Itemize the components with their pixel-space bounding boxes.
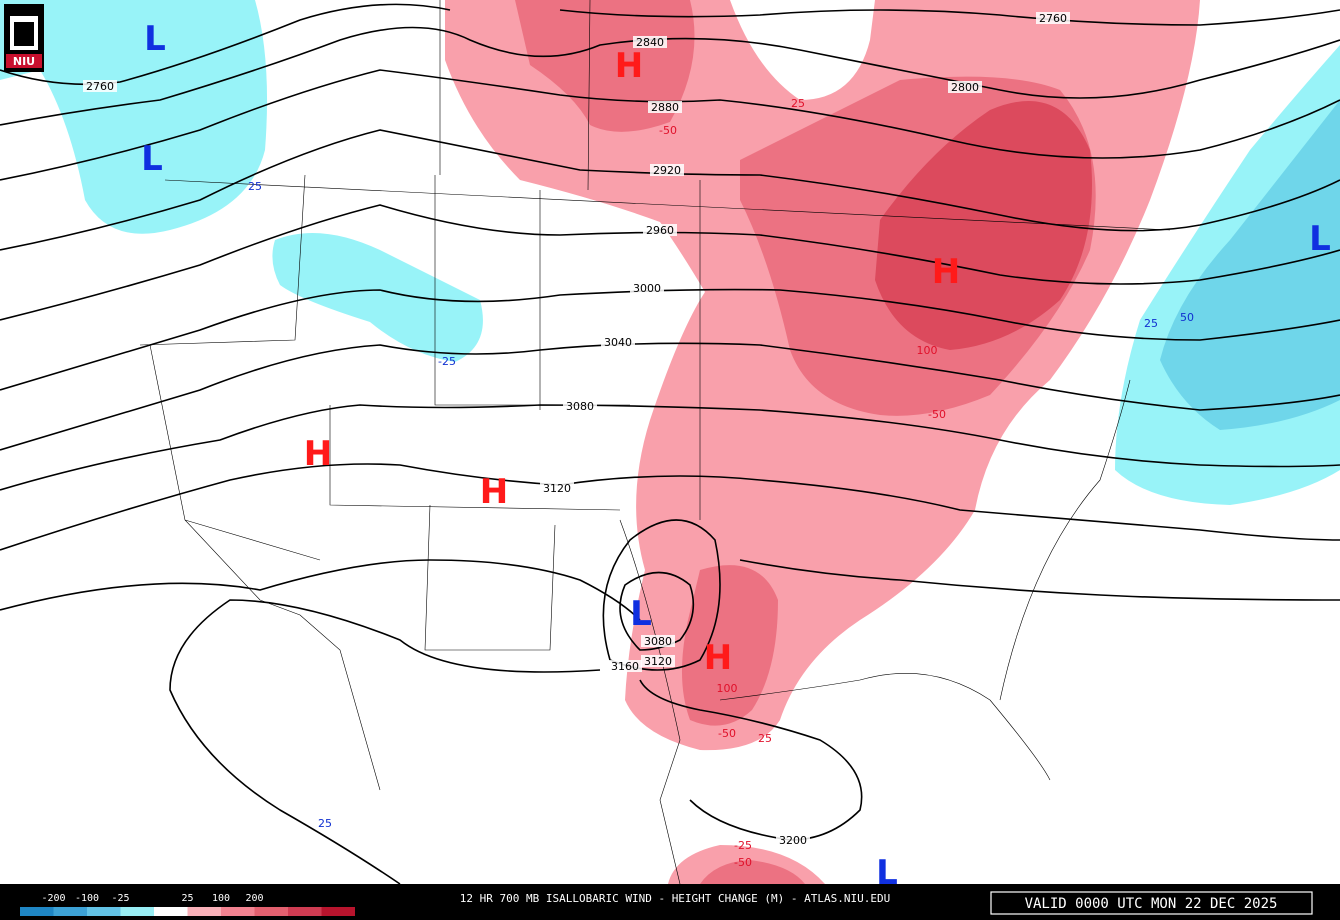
height-label: 2880 — [651, 101, 679, 114]
low-center: L — [141, 139, 163, 179]
change-label: 100 — [717, 682, 738, 695]
logo-window — [14, 22, 34, 46]
logo: NIU — [4, 4, 44, 72]
legend-swatch — [254, 907, 288, 916]
change-label: 25 — [758, 732, 772, 745]
change-label: 50 — [1180, 311, 1194, 324]
labels: 2760 2760 2800 2840 2880 2920 2960 3000 3040 3080… — [83, 12, 1331, 893]
warm-fill — [445, 0, 1200, 884]
legend: -200 -100 -25 25 100 200 — [20, 893, 355, 916]
rise-area — [875, 101, 1092, 350]
height-label: 3200 — [779, 834, 807, 847]
low-center: L — [630, 594, 652, 634]
label-bg — [1036, 12, 1070, 24]
change-label: -50 — [659, 124, 677, 137]
height-label: 3120 — [644, 655, 672, 668]
legend-swatch — [288, 907, 322, 916]
label-bg — [643, 224, 677, 236]
height-label: 3040 — [604, 336, 632, 349]
valid-box — [990, 891, 1313, 915]
label-bg — [630, 282, 664, 294]
label-bg — [633, 36, 667, 48]
height-label: 2840 — [636, 36, 664, 49]
change-label: 25 — [791, 97, 805, 110]
label-bg — [608, 660, 642, 672]
high-center: H — [615, 46, 643, 86]
legend-swatch — [187, 907, 221, 916]
rise-area — [700, 860, 805, 884]
label-bg — [83, 80, 117, 92]
logo-band — [6, 54, 42, 68]
high-center: H — [480, 472, 508, 512]
legend-label: 100 — [212, 893, 230, 904]
height-label: 2760 — [1039, 12, 1067, 25]
low-center: L — [1309, 219, 1331, 259]
contour — [0, 463, 1340, 551]
contour — [0, 3, 1340, 86]
label-bg — [776, 834, 810, 846]
contour — [602, 519, 721, 671]
rise-area — [515, 0, 695, 132]
height-label: 3080 — [644, 635, 672, 648]
footer-title: 12 HR 700 MB ISALLOBARIC WIND - HEIGHT C… — [460, 892, 890, 905]
height-label: 3120 — [543, 482, 571, 495]
height-label: 2960 — [646, 224, 674, 237]
contour — [0, 288, 1340, 391]
legend-swatch — [53, 907, 87, 916]
change-label: -25 — [734, 839, 752, 852]
label-bg — [641, 655, 675, 667]
low-center: L — [144, 19, 166, 59]
legend-label: -25 — [111, 893, 129, 904]
legend-swatch — [20, 907, 54, 916]
change-label: 100 — [917, 344, 938, 357]
change-label: -50 — [718, 727, 736, 740]
contour — [0, 342, 1340, 451]
fall-area — [1160, 100, 1340, 430]
height-label: 2800 — [951, 81, 979, 94]
rise-area — [681, 565, 778, 726]
change-label: 25 — [1144, 317, 1158, 330]
legend-swatch — [120, 907, 154, 916]
change-label: -50 — [928, 408, 946, 421]
fall-area — [272, 232, 483, 362]
logo-text: NIU — [13, 55, 35, 68]
height-label: 3080 — [566, 400, 594, 413]
legend-swatch — [321, 907, 355, 916]
height-label: 3000 — [633, 282, 661, 295]
legend-label: 25 — [181, 893, 193, 904]
label-bg — [641, 635, 675, 647]
label-bg — [601, 336, 635, 348]
legend-swatch — [221, 907, 255, 916]
label-bg — [540, 482, 574, 494]
contour — [0, 404, 1340, 491]
valid-time: VALID 0000 UTC MON 22 DEC 2025 — [1025, 896, 1278, 912]
change-label: -25 — [438, 355, 456, 368]
fall-area — [0, 0, 268, 234]
low-center: L — [876, 853, 898, 893]
high-center: H — [304, 434, 332, 474]
height-label: 2760 — [86, 80, 114, 93]
height-label: 2920 — [653, 164, 681, 177]
label-bg — [650, 164, 684, 176]
change-label: 25 — [318, 817, 332, 830]
label-bg — [648, 101, 682, 113]
contour — [0, 559, 1340, 621]
legend-label: -100 — [75, 893, 99, 904]
label-bg — [563, 400, 597, 412]
legend-label: 200 — [245, 893, 263, 904]
high-center: H — [704, 638, 732, 678]
change-label: 25 — [248, 180, 262, 193]
contour — [169, 599, 863, 885]
high-center: H — [932, 252, 960, 292]
geography — [139, 0, 1171, 885]
label-bg — [948, 81, 982, 93]
change-label: -50 — [734, 856, 752, 869]
legend-swatch — [154, 907, 188, 916]
legend-label: -200 — [41, 893, 65, 904]
height-label: 3160 — [611, 660, 639, 673]
legend-swatch — [87, 907, 121, 916]
